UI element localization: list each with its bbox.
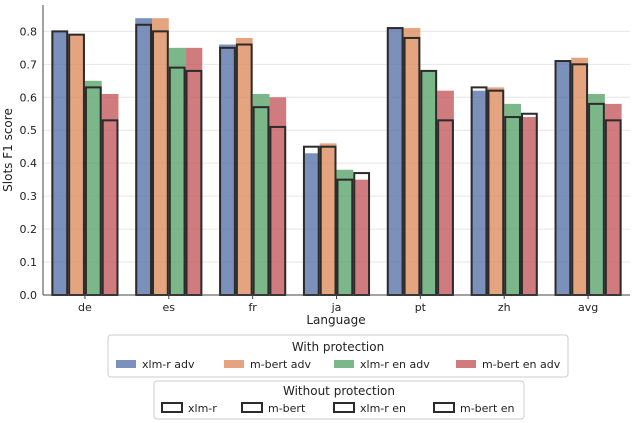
y-tick-label: 0.2 xyxy=(20,223,38,236)
y-axis-label: Slots F1 score xyxy=(1,108,15,192)
legend-label-m-bert: m-bert xyxy=(268,402,306,415)
legend-with-protection-frame xyxy=(107,334,569,378)
legend-label-xlm-r-en: xlm-r en xyxy=(360,402,406,415)
y-tick-label: 0.8 xyxy=(20,25,38,38)
x-tick-label-avg: avg xyxy=(578,301,598,314)
y-tick-label: 0.6 xyxy=(20,91,38,104)
x-axis-label: Language xyxy=(306,313,365,327)
bar-m-bert-en-adv-zh xyxy=(520,117,538,295)
with-protection-bars xyxy=(51,18,622,296)
legend-label-xlm-r-adv: xlm-r adv xyxy=(142,358,195,371)
legend-swatch-m-bert xyxy=(241,402,263,413)
bar-xlm-r-en-adv-pt xyxy=(420,70,438,295)
bar-m-bert-en-adv-fr xyxy=(269,97,287,295)
legend-swatch-m-bert-en xyxy=(433,402,455,413)
bar-m-bert-en-adv-de xyxy=(101,93,119,296)
legend-swatch-xlm-r xyxy=(161,402,183,413)
x-tick-label-de: de xyxy=(78,301,92,314)
legend-label-m-bert-adv: m-bert adv xyxy=(250,358,311,371)
y-tick-label: 0.0 xyxy=(20,289,38,302)
bar-m-bert-adv-zh xyxy=(487,87,505,296)
bar-xlm-r-en-adv-de xyxy=(84,80,102,295)
y-tick-label: 0.7 xyxy=(20,58,38,71)
y-tick-label: 0.3 xyxy=(20,190,38,203)
legend-with-protection-title: With protection xyxy=(292,340,384,354)
bar-xlm-r-adv-avg xyxy=(554,61,572,295)
bar-xlm-r-en-adv-es xyxy=(168,47,186,295)
y-tick-label: 0.4 xyxy=(20,157,38,170)
bar-xlm-r-adv-ja xyxy=(302,153,320,295)
y-tick-label: 0.5 xyxy=(20,124,38,137)
legend-without-protection-frame xyxy=(153,380,525,420)
legend-swatch-xlm-r-adv xyxy=(116,360,136,368)
bar-xlm-r-adv-de xyxy=(51,31,69,295)
x-tick-label-es: es xyxy=(163,301,176,314)
bar-xlm-r-adv-es xyxy=(135,18,153,295)
y-tick-labels: 0.0 0.1 0.2 0.3 0.4 0.5 0.6 0.7 0.8 xyxy=(20,25,38,302)
bar-xlm-r-adv-zh xyxy=(470,90,488,295)
legend-label-m-bert-en: m-bert en xyxy=(460,402,515,415)
legend-swatch-xlm-r-en xyxy=(333,402,355,413)
bar-xlm-r-en-adv-fr xyxy=(252,93,270,296)
x-tick-label-fr: fr xyxy=(248,301,257,314)
bar-m-bert-adv-de xyxy=(68,34,85,296)
x-tick-labels: de es fr ja pt zh avg xyxy=(78,295,598,314)
bar-xlm-r-adv-pt xyxy=(386,28,404,296)
bar-xlm-r-adv-fr xyxy=(219,44,236,295)
legend-label-xlm-r: xlm-r xyxy=(188,402,217,415)
legend-label-xlm-r-en-adv: xlm-r en adv xyxy=(360,358,430,371)
legend-label-m-bert-en-adv: m-bert en adv xyxy=(482,358,561,371)
bar-xlm-r-en-adv-zh xyxy=(504,103,521,295)
bar-m-bert-en-adv-pt xyxy=(437,90,454,295)
legend-with-protection: With protection xlm-r adv m-bert adv xlm-r… xyxy=(107,334,569,378)
x-tick-label-pt: pt xyxy=(415,301,427,314)
x-tick-label-ja: ja xyxy=(331,301,342,314)
bar-m-bert-en-adv-ja xyxy=(353,179,371,295)
legend-swatch-xlm-r-en-adv xyxy=(334,360,354,368)
bar-m-bert-adv-pt xyxy=(403,28,421,296)
y-tick-label: 0.1 xyxy=(20,256,38,269)
bar-m-bert-adv-fr xyxy=(235,37,253,296)
legend-without-protection: Without protection xlm-r m-bert xlm-r en m-… xyxy=(153,380,525,420)
bar-m-bert-en-adv-avg xyxy=(604,103,622,295)
bar-m-bert-adv-es xyxy=(152,18,169,295)
bar-m-bert-adv-avg xyxy=(571,57,589,296)
legend-swatch-m-bert-en-adv xyxy=(456,360,476,368)
legend-without-protection-title: Without protection xyxy=(283,384,395,398)
bar-xlm-r-en-adv-ja xyxy=(336,169,354,295)
bar-m-bert-adv-ja xyxy=(319,143,337,295)
bar-m-bert-en-adv-es xyxy=(185,47,203,295)
x-tick-label-zh: zh xyxy=(498,301,511,314)
bar-xlm-r-en-adv-avg xyxy=(588,93,605,296)
legend-swatch-m-bert-adv xyxy=(224,360,244,368)
